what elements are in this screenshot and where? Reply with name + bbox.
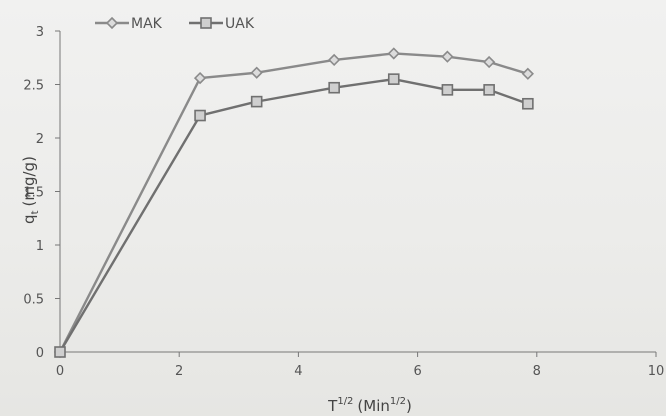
legend-marker-mak [105, 16, 119, 30]
x-tick-label: 8 [533, 364, 541, 379]
legend-item-uak: UAK [189, 16, 255, 32]
data-point-uak [54, 346, 66, 358]
chart-ticks: 0 0.5 1 1.5 2 2.5 3 0 2 4 6 8 10 [23, 25, 664, 379]
x-tick-label: 4 [294, 364, 302, 379]
x-axis-title-unit: (Min [357, 397, 389, 415]
data-point-uak [522, 97, 534, 110]
x-axis-title-close: ) [406, 397, 412, 415]
y-axis-title-sub: t [30, 210, 41, 214]
data-point-mak [193, 71, 207, 85]
x-tick-label: 10 [648, 364, 665, 379]
data-point-mak [387, 47, 400, 60]
y-tick-label: 0 [36, 346, 44, 361]
x-tick-label: 6 [413, 364, 421, 379]
data-point-uak [441, 84, 454, 96]
series-line-uak [58, 77, 529, 353]
data-point-mak [250, 66, 263, 79]
legend-marker-uak [200, 17, 212, 29]
y-axis-title-main: q [20, 214, 38, 224]
series-uak [54, 73, 534, 358]
y-axis-title: qt (mg/g) [20, 156, 41, 224]
series-mak [53, 47, 534, 359]
legend-label: MAK [131, 16, 163, 32]
data-point-mak [328, 53, 341, 67]
legend-label: UAK [225, 16, 255, 32]
x-axis-title: T1/2 (Min1/2) [327, 396, 412, 415]
data-point-uak [328, 81, 340, 94]
legend-item-mak: MAK [95, 16, 163, 32]
chart-series [53, 47, 534, 359]
y-tick-label: 0.5 [23, 293, 44, 308]
chart-legend: MAK UAK [95, 16, 255, 32]
y-tick-label: 1.5 [23, 186, 44, 201]
x-axis-title-unit-sup: 1/2 [390, 396, 406, 407]
data-point-mak [441, 50, 454, 63]
x-axis-title-sup: 1/2 [337, 396, 353, 407]
data-point-uak [194, 109, 206, 122]
x-tick-label: 2 [175, 364, 183, 379]
data-point-uak [250, 95, 263, 108]
y-tick-label: 2.5 [23, 79, 44, 94]
y-axis-title-unit: (mg/g) [20, 156, 38, 206]
data-point-uak [387, 73, 400, 85]
y-tick-label: 3 [36, 25, 44, 40]
x-axis-title-base: T [327, 397, 338, 415]
data-point-mak [482, 55, 496, 69]
data-point-mak [521, 67, 534, 80]
y-tick-label: 1 [36, 239, 44, 254]
series-line-mak [58, 52, 529, 353]
y-tick-label: 2 [36, 132, 44, 147]
data-point-uak [483, 84, 495, 96]
x-tick-label: 0 [56, 364, 64, 379]
chart-axes [59, 31, 656, 353]
